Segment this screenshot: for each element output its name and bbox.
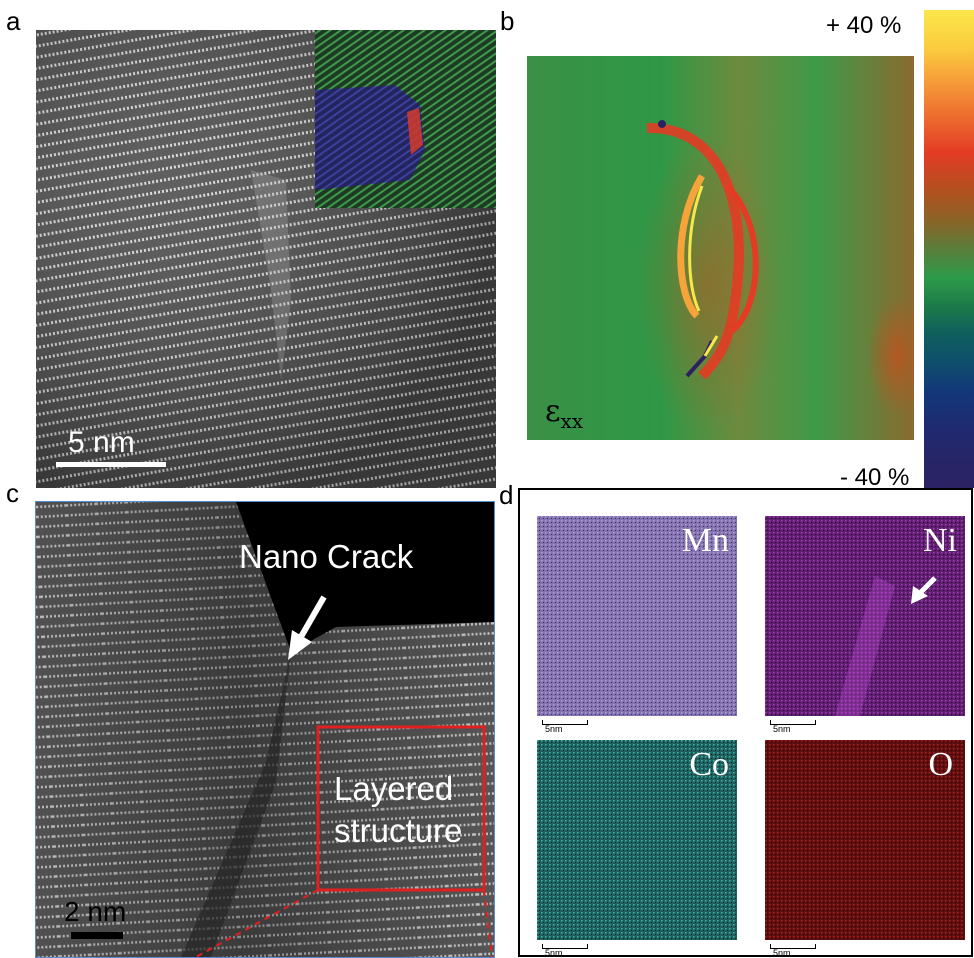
eds-map-o: O [765, 740, 965, 940]
scale-bar-label-ni: 5nm [773, 724, 791, 734]
panel-b-strain-map: εxx [527, 56, 914, 440]
eds-map-ni: Ni [765, 516, 965, 716]
panel-d-eds-maps: Mn 5nm Ni 5nm Co 5nm O 5nm [518, 488, 973, 958]
scale-bar-label-co: 5nm [545, 948, 563, 958]
element-label-co: Co [689, 746, 729, 783]
eds-map-co: Co [537, 740, 737, 940]
element-label-ni: Ni [923, 522, 957, 559]
scale-bar-a [56, 462, 166, 467]
strain-symbol: ε [545, 394, 561, 429]
panel-b-letter: b [500, 6, 515, 36]
panel-c-letter: c [6, 478, 19, 508]
scale-bar-c [71, 932, 123, 939]
colorbar-min-label: - 40 % [840, 464, 910, 491]
eds-map-mn: Mn [537, 516, 737, 716]
panel-a-inset [315, 30, 496, 208]
layered-label-1: Layered [334, 770, 454, 807]
panel-c-stem-image: Nano Crack Layered structure 2 nm [36, 502, 494, 957]
scale-bar-label-o: 5nm [773, 948, 791, 958]
colorbar-max-label: + 40 % [826, 12, 902, 39]
strain-label: εxx [545, 394, 583, 433]
nano-crack-label: Nano Crack [239, 538, 414, 575]
strain-subscript: xx [560, 409, 584, 433]
scale-bar-label-a: 5 nm [68, 426, 135, 459]
panel-a-stem-image: 5 nm [36, 30, 496, 488]
colorbar [924, 10, 974, 488]
layered-label-2: structure [334, 812, 463, 849]
strain-field [527, 56, 914, 440]
lattice-image-c [36, 502, 494, 957]
scale-bar-label-c: 2 nm [64, 896, 127, 927]
element-label-o: O [928, 746, 953, 783]
panel-a-letter: a [6, 6, 21, 36]
scale-bar-label-mn: 5nm [545, 724, 563, 734]
element-label-mn: Mn [681, 522, 729, 559]
panel-d-letter: d [499, 480, 514, 510]
